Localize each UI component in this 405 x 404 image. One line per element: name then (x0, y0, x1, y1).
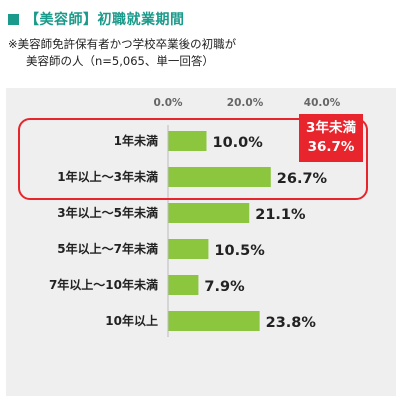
category-label: 3年以上～5年未満 (57, 205, 158, 220)
bar-value-label: 10.5% (214, 243, 265, 259)
bar (168, 275, 199, 295)
highlight-frame (18, 118, 368, 200)
sample-note-line2: 美容師の人（n=5,065、単一回答） (26, 54, 214, 68)
callout-value: 36.7% (307, 139, 355, 155)
bar-value-label: 10.0% (213, 135, 264, 151)
bar-value-label: 21.1% (255, 207, 306, 223)
title-row: 【美容師】初職就業期間 (8, 8, 185, 30)
square-bullet-icon (8, 13, 19, 25)
callout-badge: 3年未満 36.7% (299, 114, 363, 162)
sample-note: ※美容師免許保有者かつ学校卒業後の初職が 美容師の人（n=5,065、単一回答） (8, 36, 236, 70)
bar-value-label: 23.8% (266, 315, 317, 331)
category-label: 5年以上～7年未満 (57, 241, 158, 256)
callout-label: 3年未満 (306, 120, 356, 136)
x-tick-label: 20.0% (227, 97, 264, 109)
bar (168, 311, 260, 331)
bar (168, 131, 207, 151)
bar-value-label: 26.7% (277, 171, 328, 187)
category-label: 1年以上～3年未満 (57, 169, 158, 184)
category-label: 1年未満 (114, 133, 158, 148)
sample-note-line1: ※美容師免許保有者かつ学校卒業後の初職が (8, 37, 237, 51)
category-label: 7年以上～10年未満 (49, 277, 158, 292)
category-label: 10年以上 (105, 313, 158, 328)
bar (168, 167, 271, 187)
chart-title: 【美容師】初職就業期間 (25, 12, 185, 28)
bar-value-label: 7.9% (204, 279, 245, 295)
bar (168, 239, 209, 259)
x-tick-label: 0.0% (153, 97, 183, 109)
bar (168, 203, 250, 223)
x-tick-label: 40.0% (304, 97, 341, 109)
